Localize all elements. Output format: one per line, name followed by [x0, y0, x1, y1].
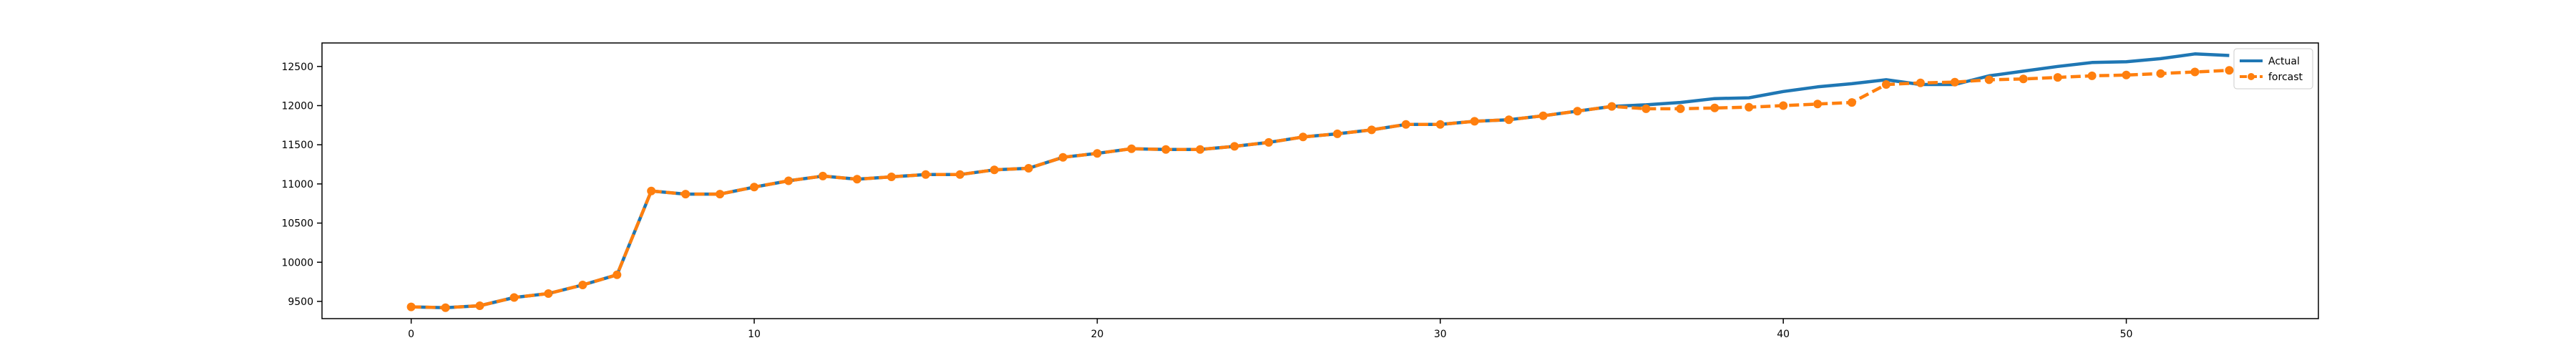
y-tick-label: 12000 — [281, 101, 313, 112]
data-point-forcast — [1196, 145, 1205, 154]
data-point-forcast — [475, 301, 484, 310]
data-point-forcast — [1710, 103, 1719, 112]
y-tick-label: 11500 — [281, 140, 313, 151]
data-point-forcast — [1470, 117, 1479, 126]
data-point-forcast — [852, 175, 862, 184]
data-point-forcast — [1093, 149, 1102, 158]
data-point-forcast — [647, 186, 656, 195]
legend-label-forcast: forcast — [2268, 72, 2303, 83]
series-line-forcast — [411, 69, 2230, 309]
data-point-forcast — [1401, 120, 1410, 129]
y-tick-label: 10500 — [281, 218, 313, 230]
data-point-forcast — [1882, 80, 1890, 89]
data-point-forcast — [681, 190, 691, 199]
data-point-forcast — [1676, 104, 1685, 113]
axes-frame — [321, 42, 2319, 319]
data-point-forcast — [1161, 145, 1171, 154]
x-tick-label: 50 — [2120, 329, 2133, 340]
data-point-forcast — [578, 281, 587, 289]
x-tick-label: 40 — [1777, 329, 1790, 340]
data-point-forcast — [2156, 69, 2165, 78]
data-point-forcast — [1916, 78, 1925, 87]
y-tick-label: 10000 — [281, 257, 313, 268]
data-point-forcast — [1607, 102, 1616, 111]
legend: Actual forcast — [2233, 48, 2313, 90]
data-point-forcast — [1264, 137, 1274, 147]
data-point-forcast — [921, 170, 930, 179]
data-point-forcast — [1573, 107, 1582, 116]
data-point-forcast — [1984, 75, 1994, 84]
data-point-forcast — [2122, 70, 2131, 79]
data-point-forcast — [1813, 100, 1823, 109]
data-point-forcast — [955, 170, 965, 179]
data-point-forcast — [441, 303, 450, 312]
data-point-forcast — [1058, 153, 1068, 162]
data-point-forcast — [2087, 71, 2097, 80]
data-point-forcast — [1024, 164, 1033, 173]
data-point-forcast — [509, 293, 519, 302]
data-point-forcast — [2190, 67, 2200, 77]
y-tick-label: 9500 — [288, 296, 313, 308]
x-tick-label: 30 — [1434, 329, 1447, 340]
data-point-forcast — [990, 165, 999, 175]
data-point-forcast — [1299, 132, 1307, 142]
data-point-forcast — [613, 270, 622, 279]
data-point-forcast — [716, 190, 725, 199]
y-tick-label: 11000 — [281, 179, 313, 190]
legend-label-actual: Actual — [2268, 56, 2300, 67]
data-point-forcast — [1641, 104, 1651, 113]
x-tick-label: 10 — [748, 329, 761, 340]
data-point-forcast — [2053, 73, 2062, 82]
data-point-forcast — [887, 173, 896, 181]
data-point-forcast — [2019, 74, 2028, 84]
plot-area — [406, 52, 2234, 312]
data-point-forcast — [1779, 101, 1788, 110]
data-point-forcast — [1127, 144, 1136, 153]
data-point-forcast — [1848, 98, 1856, 107]
data-point-forcast — [1333, 129, 1342, 138]
axes: 0 10 20 30 40 50 9500 10000 10500 11000 11500 12000… — [281, 42, 2319, 340]
x-tick-label: 20 — [1091, 329, 1103, 340]
data-point-forcast — [750, 183, 758, 192]
data-point-forcast — [1538, 111, 1548, 120]
legend-marker-forcast — [2248, 73, 2255, 80]
data-point-forcast — [2225, 66, 2234, 75]
data-point-forcast — [1504, 115, 1513, 125]
data-point-forcast — [1950, 77, 1959, 87]
data-point-forcast — [1230, 142, 1239, 151]
data-point-forcast — [818, 171, 827, 180]
data-point-forcast — [784, 176, 793, 185]
data-point-forcast — [544, 289, 553, 298]
x-tick-label: 0 — [408, 329, 414, 340]
data-point-forcast — [1367, 125, 1376, 135]
data-point-forcast — [406, 302, 416, 311]
data-point-forcast — [1745, 102, 1754, 112]
data-point-forcast — [1435, 120, 1445, 129]
y-tick-label: 12500 — [281, 62, 313, 73]
